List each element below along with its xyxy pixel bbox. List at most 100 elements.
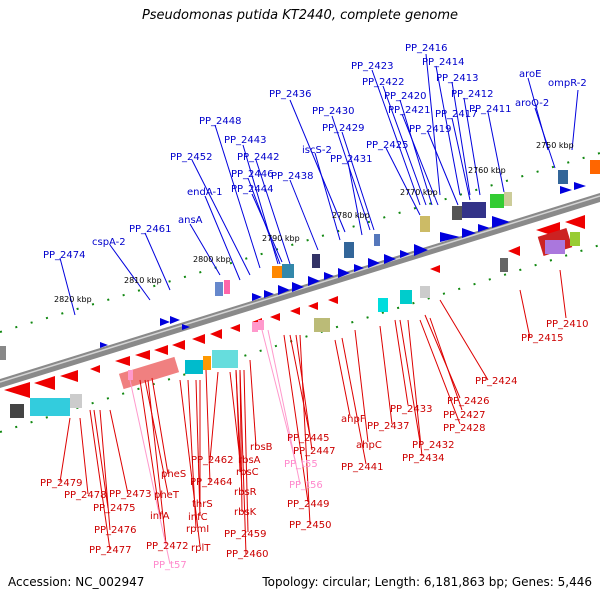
gene-label: PP_2415 — [521, 333, 564, 344]
gene-label: PP_2462 — [191, 455, 234, 466]
gene-label: PP_2419 — [409, 124, 452, 135]
gene-arrow — [4, 382, 30, 398]
gene-arrow — [182, 324, 190, 330]
gene-arrow — [34, 376, 55, 390]
bottom-leader-lines — [59, 269, 567, 555]
gene-label: iscS-2 — [302, 145, 332, 156]
gene-label: PP_2441 — [341, 462, 384, 473]
gene-arrow — [210, 329, 222, 339]
gene-arrow — [264, 290, 274, 298]
tick-label: 2760 kbp — [468, 166, 506, 175]
gene-arrow — [172, 340, 185, 350]
gene-label: PP_2422 — [362, 77, 405, 88]
gene-label: PP_2430 — [312, 106, 355, 117]
gene-arrow — [170, 316, 180, 324]
gene-label: PP_2424 — [475, 376, 518, 387]
gene-label: PP_2475 — [93, 503, 136, 514]
gene-arrow — [230, 324, 240, 332]
gene-label: PP_2459 — [224, 529, 267, 540]
tick-label: 2750 kbp — [536, 141, 574, 150]
tick-label: 2790 kbp — [262, 234, 300, 243]
reverse-genes — [4, 215, 585, 398]
gene-arrow — [508, 246, 520, 256]
gene-label: aroE — [519, 69, 541, 80]
gene-label: PP_2479 — [40, 478, 83, 489]
gene-arrow — [574, 182, 586, 190]
gene-label: rbsK — [234, 507, 257, 518]
gene-label: PP_2448 — [199, 116, 242, 127]
genome-backbone — [0, 193, 600, 388]
tick-label: 2810 kbp — [124, 276, 162, 285]
gene-label: PP_2426 — [447, 396, 490, 407]
gene-label: PP_2431 — [330, 154, 373, 165]
gene-label: PP_2443 — [224, 135, 267, 146]
gene-arrow — [290, 307, 300, 315]
gene-arrow — [492, 216, 510, 228]
gene-arrow — [565, 215, 585, 229]
gene-arrow — [135, 350, 150, 360]
backbone-highlight — [0, 195, 600, 383]
gene-label: ompR-2 — [548, 78, 587, 89]
gene-arrow — [90, 365, 100, 373]
gene-label: PP_2460 — [226, 549, 269, 560]
gene-label: PP_2413 — [436, 73, 479, 84]
gene-label: infA — [150, 511, 170, 522]
top-gene-labels: PP_2416 PP_2414 PP_2423 PP_2422 PP_2413 … — [43, 43, 587, 261]
gene-label: PP_2428 — [443, 423, 486, 434]
gene-label: thrS — [192, 499, 213, 510]
gene-label: PP_2447 — [293, 446, 336, 457]
gene-arrow — [368, 258, 380, 268]
rna-features — [128, 320, 264, 380]
gene-label: PP_2411 — [469, 104, 512, 115]
gene-arrow — [462, 228, 476, 238]
gene-arrow — [324, 272, 334, 280]
gene-label: PP_2427 — [443, 410, 486, 421]
rna-label: PP_t56 — [289, 480, 323, 491]
rna-label: PP_t55 — [284, 459, 318, 470]
gene-label: pheT — [154, 490, 180, 501]
gene-label: aroQ-2 — [515, 98, 549, 109]
gene-label: rbsC — [236, 467, 259, 478]
rna-labels: PP_t55 PP_t56 PP_t57 — [153, 459, 323, 571]
gene-label: PP_2432 — [412, 440, 455, 451]
gene-label: PP_2433 — [390, 404, 433, 415]
gene-arrow — [414, 244, 428, 256]
gene-label: PP_2421 — [388, 105, 431, 116]
gene-label: rpmI — [186, 524, 209, 535]
gene-arrow — [160, 318, 170, 326]
gene-label: PP_2444 — [231, 184, 274, 195]
gene-arrow — [430, 265, 440, 273]
gene-label: PP_2429 — [322, 123, 365, 134]
gene-label: PP_2464 — [190, 477, 233, 488]
gene-block — [118, 356, 180, 390]
gene-label: PP_2461 — [129, 224, 172, 235]
gene-label: PP_2414 — [422, 57, 465, 68]
gene-arrow — [478, 224, 490, 232]
gene-arrow — [115, 356, 130, 366]
feature-blocks-bottom — [10, 232, 580, 418]
gene-label: ahpC — [356, 440, 382, 451]
gene-label: rbsB — [250, 442, 273, 453]
gene-arrow — [100, 342, 108, 348]
gene-arrow — [278, 285, 290, 295]
map-title: Pseudomonas putida KT2440, complete geno… — [141, 8, 459, 23]
gene-label: PP_2437 — [367, 421, 410, 432]
tick-label: 2780 kbp — [332, 211, 370, 220]
gene-label: PP_2416 — [405, 43, 448, 54]
gene-label: PP_2423 — [351, 61, 394, 72]
gene-label: PP_2425 — [366, 140, 409, 151]
gene-label: PP_2442 — [237, 152, 280, 163]
gene-label: PP_2438 — [271, 171, 314, 182]
tick-label: 2820 kbp — [54, 295, 92, 304]
gene-label: PP_2412 — [451, 89, 494, 100]
gene-label: rbsA — [238, 455, 261, 466]
gene-label: PP_2436 — [269, 89, 312, 100]
gene-label: ansA — [178, 215, 203, 226]
gene-arrow — [400, 250, 410, 258]
gene-arrow — [270, 313, 280, 321]
gene-label: pheS — [161, 469, 186, 480]
gene-arrow — [154, 345, 168, 355]
gene-label: PP_2446 — [231, 169, 274, 180]
feature-blocks-top — [0, 160, 600, 360]
